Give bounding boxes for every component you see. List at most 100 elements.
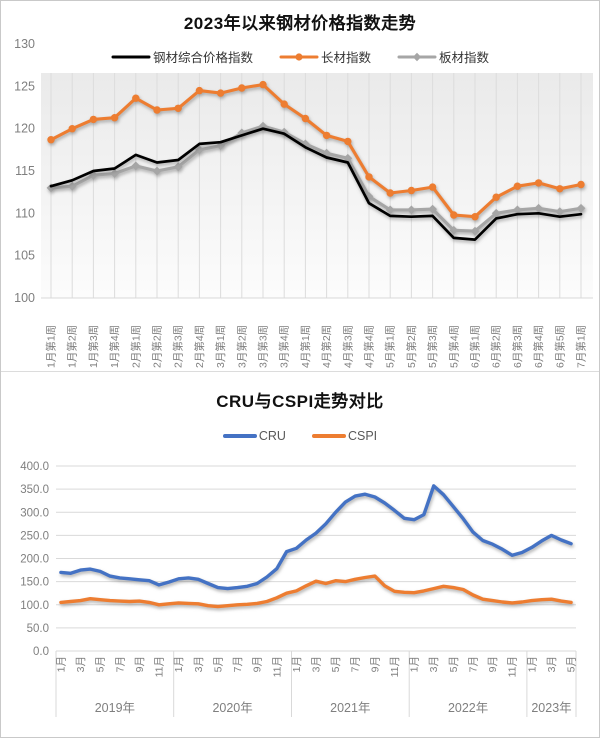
chart2-legend-item-1: CSPI bbox=[311, 429, 378, 443]
svg-text:5月: 5月 bbox=[212, 656, 224, 672]
svg-text:3月第2周: 3月第2周 bbox=[235, 325, 248, 368]
legend-line-swatch bbox=[111, 55, 151, 58]
svg-text:1月: 1月 bbox=[526, 656, 538, 672]
legend-line-swatch bbox=[279, 52, 319, 61]
chart1-legend-item-2: 板材指数 bbox=[397, 47, 489, 66]
chart2-title: CRU与CSPI走势对比 bbox=[216, 392, 384, 411]
svg-text:7月第1周: 7月第1周 bbox=[575, 325, 588, 368]
svg-text:11月: 11月 bbox=[271, 656, 283, 677]
svg-text:3月第4周: 3月第4周 bbox=[278, 325, 291, 368]
svg-text:4月第3周: 4月第3周 bbox=[341, 325, 354, 368]
svg-text:350.0: 350.0 bbox=[20, 484, 49, 496]
legend-label: 钢材综合价格指数 bbox=[152, 51, 253, 65]
svg-text:2022年: 2022年 bbox=[448, 701, 488, 715]
svg-text:3月: 3月 bbox=[311, 656, 323, 672]
y-axis-labels: 100 105 110 115 120 125 130 bbox=[14, 37, 35, 305]
svg-text:1月第1周: 1月第1周 bbox=[45, 325, 58, 368]
legend-line-swatch bbox=[311, 434, 346, 438]
svg-text:1月: 1月 bbox=[291, 656, 303, 672]
svg-text:6月第3周: 6月第3周 bbox=[511, 325, 524, 368]
legend-label: 长材指数 bbox=[320, 51, 371, 65]
chart2-legend-item-0: CRU bbox=[222, 429, 286, 443]
svg-text:2021年: 2021年 bbox=[330, 701, 370, 715]
svg-text:11月: 11月 bbox=[154, 656, 166, 677]
svg-text:300.0: 300.0 bbox=[20, 507, 49, 519]
legend-label: 板材指数 bbox=[439, 51, 490, 65]
svg-text:130: 130 bbox=[14, 37, 35, 51]
svg-text:6月第5周: 6月第5周 bbox=[553, 325, 566, 368]
svg-text:105: 105 bbox=[14, 249, 35, 263]
svg-text:9月: 9月 bbox=[134, 656, 146, 672]
x-axis-labels: 1月第1周 1月第2周 1月第3周 1月第4周 2月第1周 2月第2周 2月第3周 2月第4周… bbox=[45, 325, 588, 368]
svg-text:9月: 9月 bbox=[252, 656, 264, 672]
chart1-legend: 钢材综合价格指数 长材指数 板材指数 bbox=[1, 47, 599, 66]
svg-text:11月: 11月 bbox=[389, 656, 401, 677]
svg-text:2月第4周: 2月第4周 bbox=[193, 325, 206, 368]
legend-label: CRU bbox=[258, 429, 286, 443]
svg-text:2023年: 2023年 bbox=[531, 701, 571, 715]
svg-text:1月第3周: 1月第3周 bbox=[87, 325, 100, 368]
svg-text:5月: 5月 bbox=[330, 656, 342, 672]
svg-text:3月第3周: 3月第3周 bbox=[257, 325, 270, 368]
svg-text:1月第4周: 1月第4周 bbox=[108, 325, 121, 368]
svg-text:200.0: 200.0 bbox=[20, 554, 49, 566]
svg-text:5月第4周: 5月第4周 bbox=[447, 325, 460, 368]
series-line-0 bbox=[49, 127, 583, 241]
svg-text:110: 110 bbox=[15, 206, 35, 220]
legend-label: CSPI bbox=[347, 429, 378, 443]
svg-text:250.0: 250.0 bbox=[20, 530, 49, 542]
svg-text:1月: 1月 bbox=[173, 656, 185, 672]
svg-text:1月第2周: 1月第2周 bbox=[66, 325, 79, 368]
chart1-legend-item-1: 长材指数 bbox=[279, 47, 371, 66]
svg-text:3月: 3月 bbox=[546, 656, 558, 672]
horizontal-gridlines bbox=[56, 465, 576, 652]
svg-text:400.0: 400.0 bbox=[20, 461, 49, 473]
svg-text:115: 115 bbox=[15, 164, 35, 178]
svg-text:100: 100 bbox=[14, 291, 35, 305]
series-line-2 bbox=[46, 121, 586, 236]
svg-text:2月第3周: 2月第3周 bbox=[172, 325, 185, 368]
svg-text:5月: 5月 bbox=[566, 656, 578, 672]
svg-text:5月第1周: 5月第1周 bbox=[384, 325, 397, 368]
svg-text:7月: 7月 bbox=[232, 656, 244, 672]
cru-cspi-chart-panel: CRU与CSPI走势对比 CRU CSPI 400.0 350.0 300.0 250.… bbox=[1, 372, 599, 737]
legend-line-swatch bbox=[222, 434, 257, 438]
series-line-1 bbox=[47, 80, 585, 221]
svg-text:9月: 9月 bbox=[487, 656, 499, 672]
y-axis-labels: 400.0 350.0 300.0 250.0 200.0 150.0 100.0 50.0 0… bbox=[20, 461, 49, 658]
svg-text:2020年: 2020年 bbox=[212, 701, 252, 715]
svg-text:11月: 11月 bbox=[507, 656, 519, 677]
svg-text:7月: 7月 bbox=[114, 656, 126, 672]
plot-background bbox=[41, 73, 593, 298]
svg-text:6月第2周: 6月第2周 bbox=[490, 325, 503, 368]
svg-text:2019年: 2019年 bbox=[95, 701, 135, 715]
chart1-legend-item-0: 钢材综合价格指数 bbox=[111, 47, 253, 66]
svg-text:9月: 9月 bbox=[369, 656, 381, 672]
svg-text:4月第2周: 4月第2周 bbox=[320, 325, 333, 368]
chart2-legend: CRU CSPI bbox=[1, 429, 599, 443]
svg-text:120: 120 bbox=[14, 122, 35, 136]
svg-text:125: 125 bbox=[14, 79, 35, 93]
svg-text:3月: 3月 bbox=[428, 656, 440, 672]
steel-price-index-chart-panel: 2023年以来钢材价格指数走势 钢材综合价格指数 长材指数 板材指数 100 105 1… bbox=[1, 1, 599, 372]
series-line-CRU bbox=[59, 484, 573, 591]
svg-text:100.0: 100.0 bbox=[20, 600, 49, 612]
svg-text:5月: 5月 bbox=[95, 656, 107, 672]
svg-text:5月: 5月 bbox=[448, 656, 460, 672]
svg-text:5月第2周: 5月第2周 bbox=[405, 325, 418, 368]
svg-text:7月: 7月 bbox=[350, 656, 362, 672]
svg-text:0.0: 0.0 bbox=[33, 646, 49, 658]
svg-text:6月第1周: 6月第1周 bbox=[469, 325, 482, 368]
legend-line-swatch bbox=[397, 52, 437, 61]
svg-text:5月第3周: 5月第3周 bbox=[426, 325, 439, 368]
svg-text:4月第4周: 4月第4周 bbox=[363, 325, 376, 368]
cru-cspi-chart: 400.0 350.0 300.0 250.0 200.0 150.0 100.0 50.0 0… bbox=[20, 461, 578, 717]
svg-text:4月第1周: 4月第1周 bbox=[299, 325, 312, 368]
svg-text:3月: 3月 bbox=[75, 656, 87, 672]
svg-text:6月第4周: 6月第4周 bbox=[532, 325, 545, 368]
series-line-CSPI bbox=[59, 574, 573, 609]
svg-text:3月: 3月 bbox=[193, 656, 205, 672]
svg-text:7月: 7月 bbox=[468, 656, 480, 672]
svg-text:2月第2周: 2月第2周 bbox=[151, 325, 164, 368]
